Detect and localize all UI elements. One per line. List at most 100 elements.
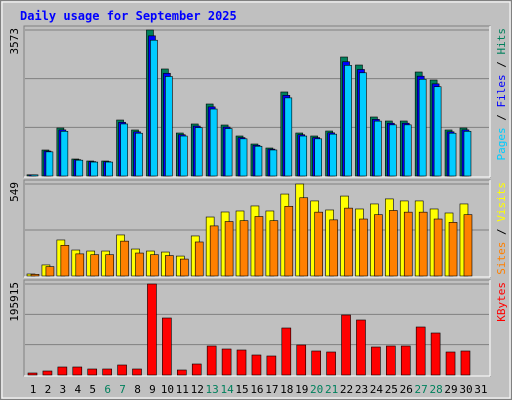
bar bbox=[150, 254, 159, 277]
x-tick-label: 5 bbox=[89, 383, 96, 396]
x-tick-label: 14 bbox=[220, 383, 234, 396]
legend: Pages / Files / Hits bbox=[495, 28, 508, 161]
bar bbox=[389, 124, 397, 177]
x-tick-label: 10 bbox=[161, 383, 174, 396]
bar bbox=[60, 131, 69, 177]
bar bbox=[359, 218, 368, 277]
bar bbox=[415, 326, 426, 376]
bar bbox=[418, 211, 428, 277]
bar bbox=[374, 120, 382, 177]
bar bbox=[117, 364, 127, 376]
bar bbox=[72, 366, 83, 376]
bar bbox=[311, 350, 321, 376]
y-tick-label: 549 bbox=[8, 182, 21, 202]
bar bbox=[132, 368, 142, 376]
bar bbox=[418, 78, 427, 177]
bar bbox=[191, 363, 202, 376]
bar bbox=[448, 132, 457, 177]
x-tick-label: 18 bbox=[280, 383, 293, 396]
bar bbox=[102, 368, 112, 376]
bar bbox=[135, 252, 144, 277]
x-tick-label: 3 bbox=[60, 383, 67, 396]
x-tick-label: 27 bbox=[415, 383, 428, 396]
bar bbox=[403, 124, 412, 177]
chart-title: Daily usage for September 2025 bbox=[20, 9, 237, 23]
x-tick-label: 17 bbox=[265, 383, 278, 396]
x-tick-label: 1 bbox=[30, 383, 37, 396]
bar bbox=[299, 135, 308, 177]
bar bbox=[374, 214, 383, 277]
bar bbox=[87, 368, 98, 376]
legend: Sites / Visits bbox=[495, 182, 508, 275]
bar bbox=[194, 241, 204, 277]
bar bbox=[386, 345, 396, 376]
bar bbox=[284, 97, 293, 177]
bar bbox=[147, 283, 157, 376]
legend-separator: / bbox=[495, 55, 508, 75]
bar bbox=[165, 255, 174, 277]
bar bbox=[326, 351, 336, 376]
x-tick-label: 22 bbox=[340, 383, 353, 396]
bar bbox=[266, 355, 277, 376]
legend-separator: / bbox=[495, 108, 508, 128]
bar bbox=[120, 123, 128, 177]
bar bbox=[344, 207, 353, 277]
bar bbox=[120, 240, 129, 277]
bar bbox=[221, 348, 232, 376]
bar bbox=[224, 221, 234, 277]
x-tick-label: 13 bbox=[206, 383, 219, 396]
bar bbox=[209, 225, 219, 277]
bar bbox=[105, 161, 113, 177]
x-tick-label: 29 bbox=[444, 383, 457, 396]
bar bbox=[194, 127, 203, 177]
bar bbox=[463, 214, 473, 277]
bar bbox=[463, 131, 472, 177]
bar bbox=[60, 245, 70, 277]
x-tick-label: 23 bbox=[355, 383, 368, 396]
bar bbox=[269, 220, 279, 277]
x-tick-label: 31 bbox=[474, 383, 487, 396]
bar bbox=[281, 327, 292, 376]
bar bbox=[224, 128, 233, 177]
legend-entry: Hits bbox=[495, 28, 508, 55]
bar bbox=[162, 317, 172, 376]
x-tick-label: 2 bbox=[45, 383, 52, 396]
bar bbox=[254, 216, 264, 277]
legend: KBytes bbox=[495, 282, 508, 322]
bar bbox=[239, 220, 249, 277]
bar bbox=[329, 219, 338, 277]
legend-entry: Files bbox=[495, 74, 508, 107]
x-tick-label: 15 bbox=[235, 383, 248, 396]
x-tick-label: 6 bbox=[104, 383, 111, 396]
bar bbox=[177, 369, 187, 376]
legend-entry: Sites bbox=[495, 242, 508, 275]
x-tick-label: 28 bbox=[429, 383, 442, 396]
bar bbox=[460, 350, 471, 376]
x-tick-label: 19 bbox=[295, 383, 308, 396]
bar bbox=[105, 254, 114, 277]
bar bbox=[135, 132, 143, 177]
x-tick-label: 30 bbox=[459, 383, 472, 396]
bar bbox=[251, 354, 262, 376]
bar bbox=[90, 161, 99, 177]
bar bbox=[314, 211, 323, 277]
bar bbox=[165, 76, 173, 177]
x-tick-label: 25 bbox=[385, 383, 398, 396]
x-tick-label: 11 bbox=[176, 383, 189, 396]
bar bbox=[180, 258, 189, 277]
bar bbox=[400, 345, 411, 376]
x-tick-label: 8 bbox=[134, 383, 141, 396]
legend-separator: / bbox=[495, 222, 508, 242]
bar bbox=[445, 351, 456, 376]
bar bbox=[30, 174, 39, 177]
x-tick-label: 16 bbox=[250, 383, 263, 396]
x-tick-label: 7 bbox=[119, 383, 126, 396]
x-tick-label: 20 bbox=[310, 383, 323, 396]
bar bbox=[371, 346, 381, 376]
x-tick-label: 26 bbox=[400, 383, 413, 396]
legend-entry: KBytes bbox=[495, 282, 508, 322]
bar bbox=[329, 133, 337, 177]
bar bbox=[45, 266, 55, 277]
